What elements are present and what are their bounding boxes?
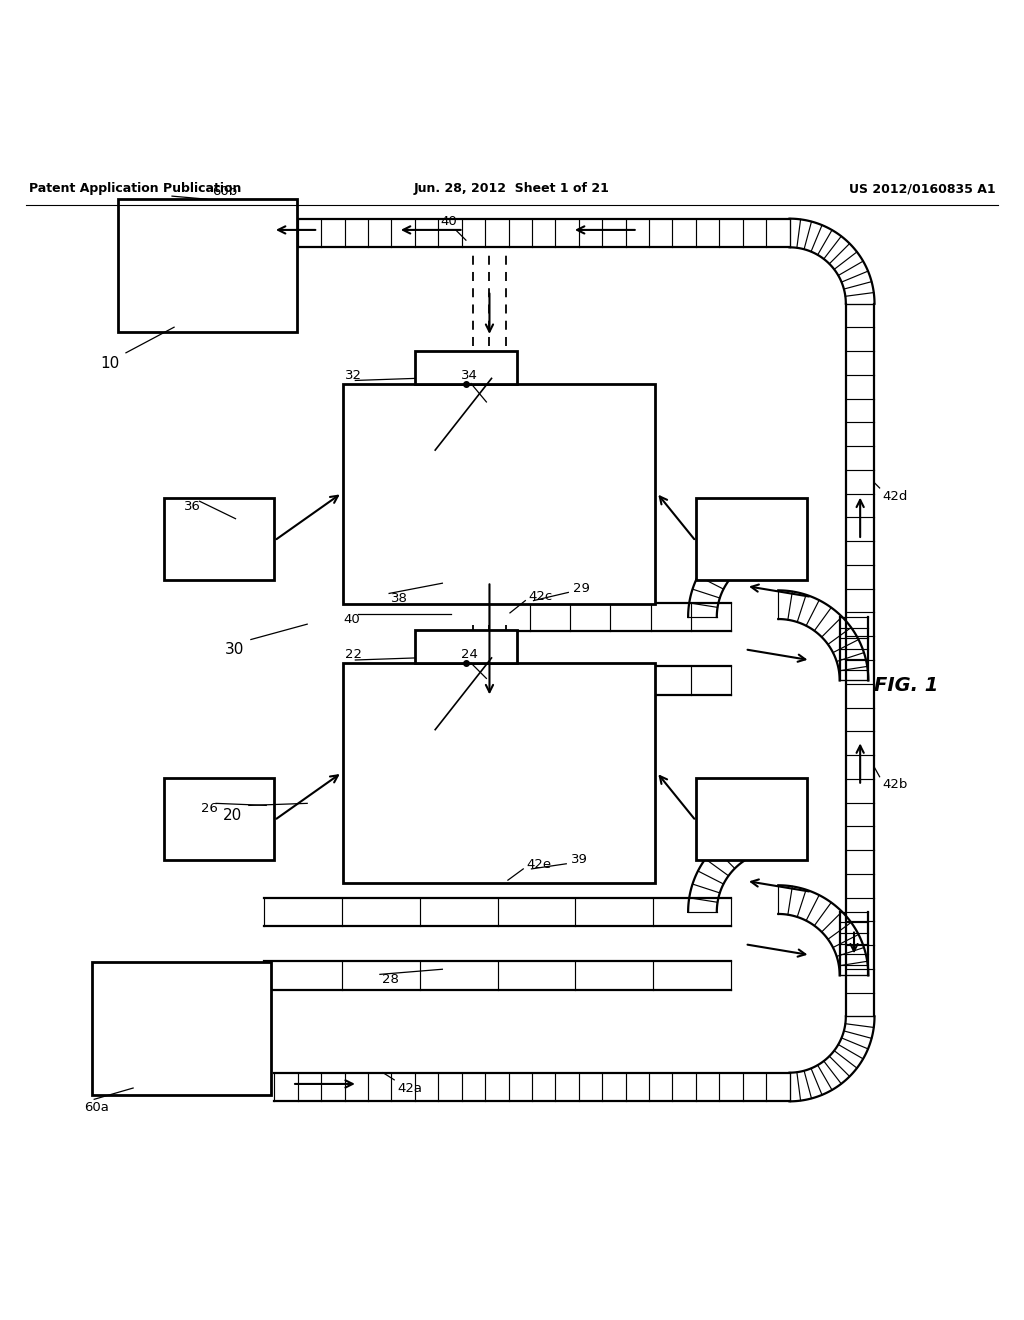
Text: 40: 40: [343, 612, 359, 626]
Bar: [164, 777, 274, 859]
Text: 36: 36: [184, 500, 201, 513]
Bar: [164, 498, 274, 579]
Text: FIG. 1: FIG. 1: [874, 676, 938, 696]
Bar: [343, 663, 655, 883]
Text: 38: 38: [391, 593, 408, 605]
Text: 42d: 42d: [883, 490, 908, 503]
Text: 42a: 42a: [397, 1081, 422, 1094]
Text: 39: 39: [571, 853, 588, 866]
Text: 42b: 42b: [883, 779, 908, 792]
Text: 28: 28: [382, 973, 398, 986]
Text: 26: 26: [201, 803, 217, 814]
Text: 34: 34: [461, 368, 477, 381]
Text: 20: 20: [223, 808, 243, 824]
Bar: [92, 962, 271, 1096]
Bar: [696, 498, 807, 579]
Text: Patent Application Publication: Patent Application Publication: [29, 182, 241, 195]
Text: 30: 30: [225, 643, 245, 657]
Text: 29: 29: [573, 582, 590, 595]
Bar: [415, 351, 517, 384]
Text: 42e: 42e: [526, 858, 552, 871]
Text: 22: 22: [345, 648, 362, 661]
Text: 60a: 60a: [84, 1101, 109, 1114]
Text: US 2012/0160835 A1: US 2012/0160835 A1: [849, 182, 995, 195]
Text: 60b: 60b: [212, 185, 238, 198]
Bar: [696, 777, 807, 859]
Text: Jun. 28, 2012  Sheet 1 of 21: Jun. 28, 2012 Sheet 1 of 21: [414, 182, 610, 195]
Bar: [343, 384, 655, 603]
Bar: [415, 631, 517, 663]
Text: 24: 24: [461, 648, 477, 661]
Text: 32: 32: [345, 368, 362, 381]
Text: 10: 10: [100, 355, 120, 371]
Text: 40: 40: [440, 215, 457, 228]
Text: 42c: 42c: [528, 590, 553, 603]
Bar: [118, 199, 297, 333]
